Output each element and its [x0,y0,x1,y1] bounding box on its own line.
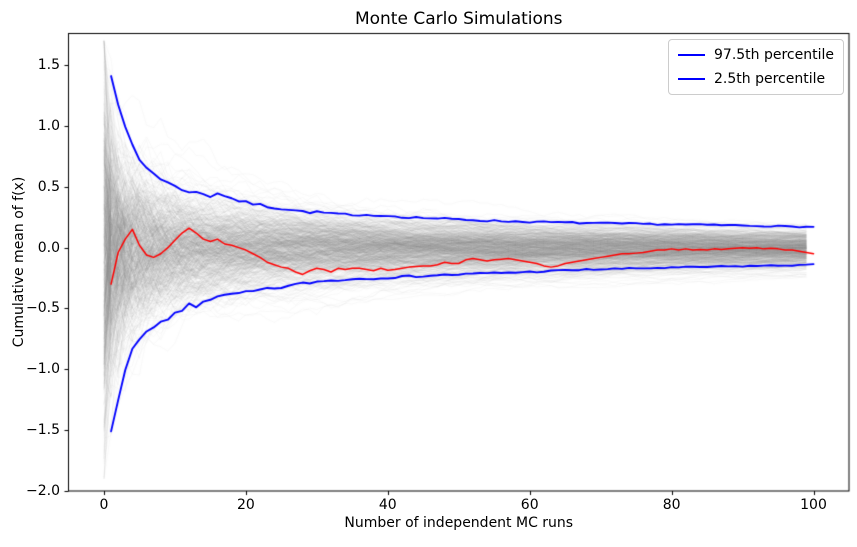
y-tick-label: −2.0 [26,483,60,499]
x-tick-label: 60 [520,497,539,513]
legend-box: 97.5th percentile 2.5th percentile [668,39,844,95]
blue-line-swatch-icon [678,54,705,56]
legend-label: 2.5th percentile [714,71,826,87]
x-tick-label: 40 [378,497,397,513]
y-tick-label: 1.0 [37,117,60,134]
y-tick-label: −0.5 [26,300,60,317]
x-tick-label: 100 [800,497,827,513]
x-tick-label: 20 [236,497,255,513]
x-tick-label: 0 [99,497,109,513]
blue-line-swatch-icon [678,78,705,80]
chart-title: Monte Carlo Simulations [354,9,563,29]
legend-entry: 97.5th percentile [678,45,834,65]
legend-entry: 2.5th percentile [678,69,834,89]
y-tick-label: 0.5 [37,178,60,195]
x-tick-label: 80 [662,497,681,513]
y-axis-label: Cumulative mean of f(x) [11,176,27,348]
legend-label: 97.5th percentile [714,47,834,63]
y-tick-label: −1.5 [26,422,60,439]
y-tick-label: −1.0 [26,361,60,378]
y-tick-label: 1.5 [37,57,60,74]
y-tick-label: 0.0 [37,239,60,256]
x-axis-label: Number of independent MC runs [344,515,574,531]
